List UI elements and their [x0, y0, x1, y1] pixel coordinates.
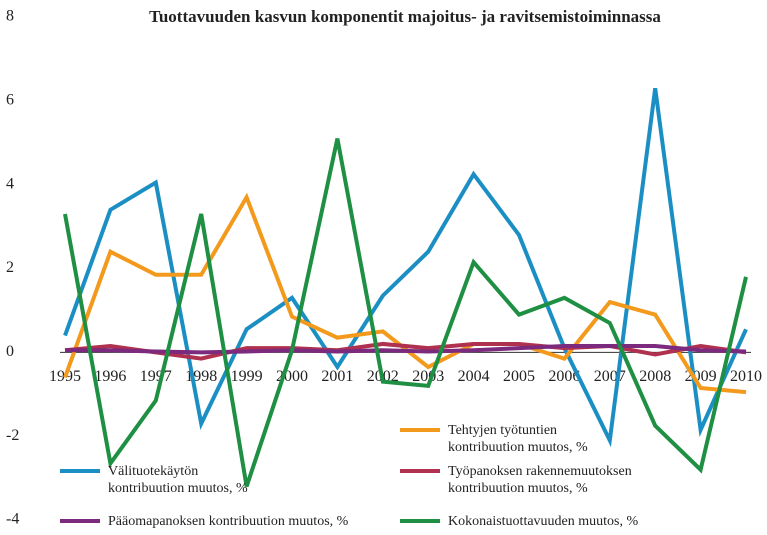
legend-swatch [400, 469, 440, 473]
legend-swatch [60, 469, 100, 473]
legend-label: Tehtyjen työtuntien kontribuution muutos… [448, 423, 588, 455]
x-tick-label: 2001 [321, 368, 353, 385]
series-line [63, 138, 748, 488]
y-tick-label: 8 [6, 8, 14, 25]
x-tick-label: 1997 [140, 368, 172, 385]
legend-swatch [400, 428, 440, 432]
series-line [63, 192, 747, 395]
x-tick-label: 2008 [639, 368, 671, 385]
legend-swatch [400, 519, 440, 523]
x-tick-label: 1999 [231, 368, 263, 385]
x-tick-label: 2010 [730, 368, 762, 385]
x-tick-label: 1996 [94, 368, 126, 385]
series-line [65, 344, 747, 355]
y-tick-label: 6 [6, 92, 14, 109]
y-tick-label: 2 [6, 259, 14, 276]
legend-label: Pääomapanoksen kontribuution muutos, % [108, 514, 349, 529]
legend-swatch [60, 519, 100, 523]
x-tick-label: 2003 [412, 368, 444, 385]
legend-label: Välituotekäytön kontribuution muutos, % [108, 464, 248, 496]
chart-title: Tuottavuuden kasvun komponentit majoitus… [149, 7, 661, 26]
series-line [64, 341, 747, 361]
x-tick-label: 2006 [548, 368, 580, 385]
x-tick-label: 2004 [458, 368, 490, 385]
y-tick-label: 0 [6, 343, 14, 360]
y-tick-label: 4 [6, 175, 14, 192]
y-tick-label: -2 [6, 427, 19, 444]
y-tick-label: -4 [6, 511, 19, 528]
x-tick-label: 2007 [594, 368, 626, 385]
x-tick-label: 2005 [503, 368, 535, 385]
series-line [63, 87, 748, 448]
legend-label: Kokonaistuottavuuden muutos, % [448, 514, 639, 529]
legend-label: Työpanoksen rakennemuutoksen kontribuuti… [448, 464, 632, 496]
